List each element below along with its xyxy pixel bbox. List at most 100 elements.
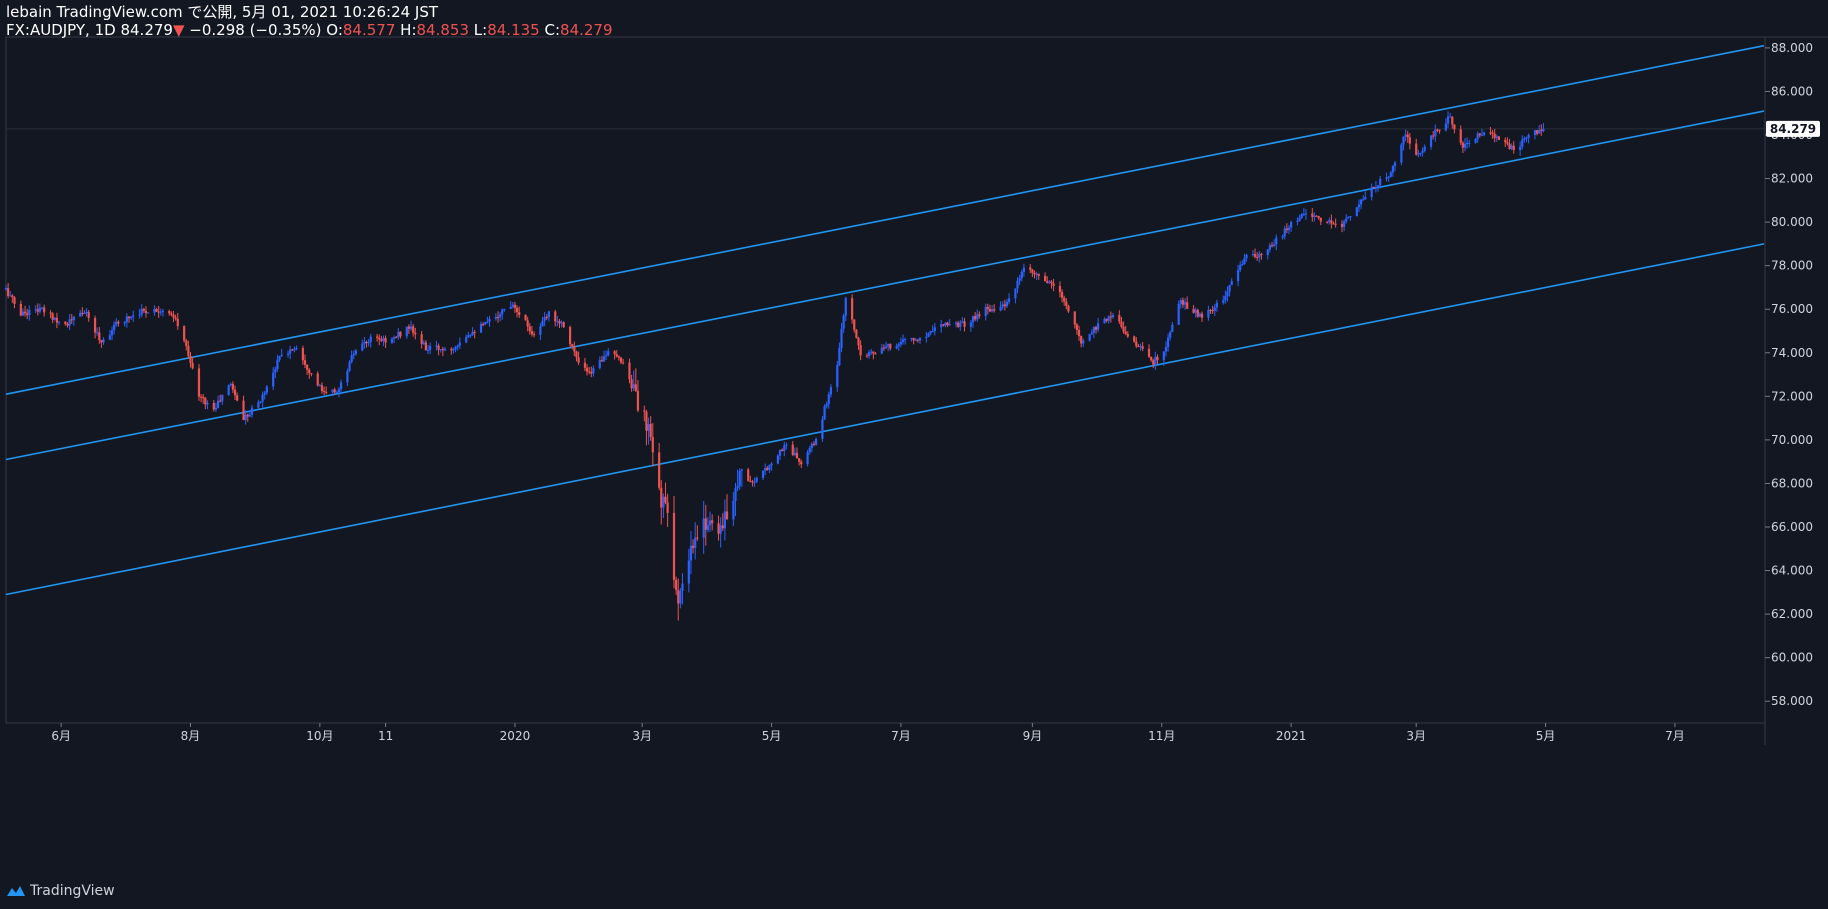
candle-body xyxy=(605,355,608,357)
candle xyxy=(1463,138,1467,152)
candle-body xyxy=(940,324,943,328)
candle-body xyxy=(545,316,548,318)
candle xyxy=(694,522,697,560)
candle-body xyxy=(753,481,756,483)
change-value: −0.298 (−0.35%) xyxy=(189,21,322,39)
candle xyxy=(291,348,294,351)
candle-body xyxy=(1094,327,1098,330)
candle-body xyxy=(1037,273,1040,276)
candle-body xyxy=(1385,177,1388,179)
candle-body xyxy=(880,347,883,354)
candle-body xyxy=(615,354,618,357)
candle xyxy=(1007,293,1011,305)
candle xyxy=(770,462,773,471)
candle xyxy=(68,313,71,331)
candle xyxy=(479,321,483,333)
candle-body xyxy=(984,306,987,317)
candle xyxy=(426,345,430,355)
channel-lines[interactable] xyxy=(5,44,1765,596)
candle-body xyxy=(1014,288,1017,299)
candle xyxy=(1434,124,1437,142)
candle-body xyxy=(219,400,222,402)
candle-body xyxy=(170,313,173,315)
candle xyxy=(339,379,343,395)
candle xyxy=(36,303,39,316)
candle xyxy=(320,382,324,394)
candle-body xyxy=(1296,220,1299,222)
candle xyxy=(87,310,90,322)
candle xyxy=(1538,125,1541,135)
candle-body xyxy=(600,360,603,362)
candle-body xyxy=(1126,333,1129,337)
candle-body xyxy=(725,511,729,520)
candle xyxy=(628,358,631,384)
candle-body xyxy=(1018,278,1021,281)
candle-body xyxy=(183,326,186,341)
price-axis[interactable]: 58.000 60.000 62.000 64.000 66.000 68.000 70.0… xyxy=(1765,41,1813,708)
candle-body xyxy=(1510,145,1513,149)
candle xyxy=(496,311,500,323)
candle-body xyxy=(399,331,402,337)
candle-body xyxy=(1003,304,1006,307)
candle xyxy=(378,334,381,346)
candle xyxy=(354,348,358,356)
candle xyxy=(488,315,491,327)
candle xyxy=(556,316,559,327)
candle xyxy=(1315,215,1318,217)
candle xyxy=(571,343,574,350)
candle xyxy=(55,312,58,329)
candle xyxy=(202,394,205,404)
candle xyxy=(1300,213,1303,219)
candle-body xyxy=(310,373,313,375)
candle xyxy=(19,300,22,317)
time-tick-label: 7月 xyxy=(1665,729,1685,743)
price-tick-label: 86.000 xyxy=(1771,84,1813,98)
candle xyxy=(855,328,858,339)
candle-body xyxy=(1432,135,1435,137)
candle-body xyxy=(515,307,519,313)
candle-body xyxy=(645,411,648,431)
candle-body xyxy=(632,384,635,389)
candle xyxy=(4,285,8,291)
candle-body xyxy=(306,364,309,370)
time-axis[interactable]: 6月 8月 10月 11 2020 3月 5月 7月 9月 11月 2021 3月 5月 7月 xyxy=(51,723,1685,743)
candle xyxy=(350,350,353,364)
candle-body xyxy=(1152,360,1155,365)
candle-body xyxy=(1156,356,1159,361)
candle-body xyxy=(795,452,799,459)
candle-body xyxy=(821,419,824,439)
candle xyxy=(1236,264,1240,287)
price-tick-label: 82.000 xyxy=(1771,172,1813,186)
candle xyxy=(740,468,743,488)
price-tick-label: 80.000 xyxy=(1771,215,1813,229)
candle xyxy=(503,308,506,312)
candle-body xyxy=(23,311,27,314)
candle xyxy=(310,373,313,377)
candle xyxy=(1222,295,1225,305)
candle-body xyxy=(1179,300,1182,305)
candle xyxy=(454,345,457,353)
candle-body xyxy=(978,314,981,317)
candle-body xyxy=(263,392,266,395)
candle xyxy=(747,467,750,482)
candle xyxy=(123,321,126,327)
candle-body xyxy=(897,344,900,346)
candle xyxy=(265,385,268,395)
candle-body xyxy=(1122,326,1125,332)
candle-body xyxy=(242,400,245,421)
candle xyxy=(1196,308,1199,318)
candle-body xyxy=(204,398,207,405)
price-tick-label: 58.000 xyxy=(1771,694,1813,708)
candle xyxy=(539,323,542,341)
candle-body xyxy=(55,317,58,323)
candle xyxy=(672,495,676,589)
candle-body xyxy=(412,326,415,333)
candle-body xyxy=(1482,132,1486,135)
candle xyxy=(138,308,141,319)
candle-body xyxy=(1298,217,1301,221)
candle xyxy=(851,294,854,324)
brand-footer[interactable]: TradingView xyxy=(6,883,115,899)
candle-body xyxy=(679,590,682,604)
candle-body xyxy=(392,337,396,339)
